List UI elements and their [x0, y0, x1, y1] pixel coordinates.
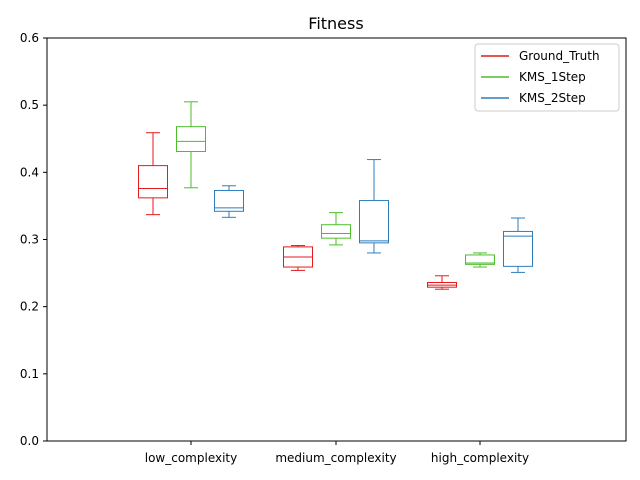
- box-kms-2step-high-complexity: [503, 217, 533, 273]
- box-ground-truth-high-complexity: [427, 275, 457, 290]
- y-tick-label: 0.0: [20, 434, 39, 448]
- y-tick-label: 0.6: [20, 31, 39, 45]
- x-tick-label: medium_complexity: [275, 451, 396, 465]
- iqr-box: [321, 224, 351, 239]
- y-tick-label: 0.4: [20, 165, 39, 179]
- legend-label: Ground_Truth: [519, 49, 600, 63]
- legend-label: KMS_2Step: [519, 91, 586, 105]
- box-kms-1step-high-complexity: [465, 252, 495, 268]
- x-tick-label: high_complexity: [431, 451, 529, 465]
- legend-label: KMS_1Step: [519, 70, 586, 84]
- iqr-box: [465, 254, 495, 265]
- y-tick-label: 0.2: [20, 300, 39, 314]
- legend-frame: [474, 43, 620, 112]
- chart-title: Fitness: [308, 14, 363, 33]
- y-tick-label: 0.1: [20, 367, 39, 381]
- box-ground-truth-low-complexity: [138, 132, 168, 216]
- iqr-box: [503, 230, 533, 267]
- iqr-box: [359, 200, 389, 244]
- box-kms-2step-low-complexity: [214, 185, 244, 218]
- box-kms-1step-medium-complexity: [321, 212, 351, 246]
- iqr-box: [214, 189, 244, 212]
- iqr-box: [176, 126, 206, 153]
- y-tick-label: 0.3: [20, 233, 39, 247]
- iqr-box: [138, 165, 168, 199]
- legend: Ground_Truth KMS_1Step KMS_2Step: [474, 43, 620, 112]
- box-ground-truth-medium-complexity: [283, 245, 313, 271]
- box-kms-2step-medium-complexity: [359, 159, 389, 254]
- box-kms-1step-low-complexity: [176, 101, 206, 189]
- y-tick-label: 0.5: [20, 98, 39, 112]
- x-tick-label: low_complexity: [145, 451, 237, 465]
